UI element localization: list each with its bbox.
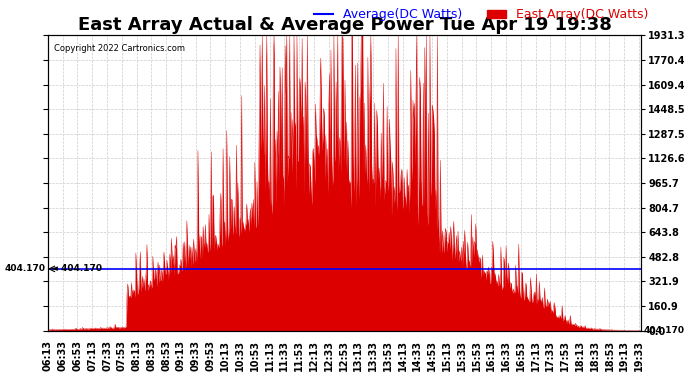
Text: Copyright 2022 Cartronics.com: Copyright 2022 Cartronics.com	[54, 44, 185, 53]
Text: 404.170: 404.170	[644, 326, 685, 335]
Legend: Average(DC Watts), East Array(DC Watts): Average(DC Watts), East Array(DC Watts)	[309, 3, 653, 26]
Title: East Array Actual & Average Power Tue Apr 19 19:38: East Array Actual & Average Power Tue Ap…	[78, 16, 611, 34]
Text: ◄ 404.170: ◄ 404.170	[51, 264, 101, 273]
Text: 404.170: 404.170	[4, 264, 45, 273]
